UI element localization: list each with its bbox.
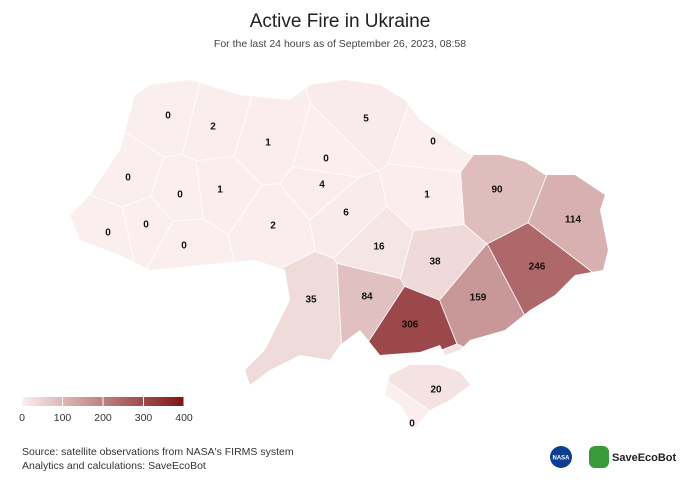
- title: Active Fire in Ukraine: [250, 11, 431, 32]
- saveecobot-text: SaveEcoBot: [612, 452, 677, 464]
- region: [175, 250, 344, 428]
- region-value: 2: [210, 122, 216, 133]
- region-value: 35: [305, 295, 317, 306]
- source-line: Source: satellite observations from NASA…: [22, 446, 294, 458]
- region-value: 6: [343, 208, 349, 219]
- nasa-logo: [550, 446, 572, 468]
- saveecobot-icon: [589, 446, 609, 468]
- region-value: 16: [373, 242, 385, 253]
- legend-label: 200: [94, 412, 112, 424]
- subtitle: For the last 24 hours as of September 26…: [214, 38, 466, 50]
- region-value: 84: [361, 292, 373, 303]
- legend-label: 400: [175, 412, 193, 424]
- legend-label: 100: [54, 412, 72, 424]
- nasa-text: NASA: [552, 456, 570, 462]
- region-value: 1: [217, 185, 223, 196]
- source-line: Analytics and calculations: SaveEcoBot: [22, 460, 206, 472]
- legend-label: 300: [135, 412, 153, 424]
- region-value: 4: [319, 180, 325, 191]
- region-value: 0: [177, 190, 183, 201]
- region-value: 114: [565, 215, 582, 226]
- regions: [70, 80, 608, 428]
- region-value: 0: [125, 173, 131, 184]
- legend: 0 100 200 300 400: [19, 397, 193, 424]
- region-value: 0: [430, 137, 436, 148]
- region-value: 0: [143, 220, 149, 231]
- region-value: 159: [470, 293, 487, 304]
- region-value: 1: [265, 138, 271, 149]
- region-value: 246: [529, 262, 546, 273]
- region-value: 306: [402, 320, 419, 331]
- region-value: 0: [323, 154, 329, 165]
- region-labels: 0 2 1 5 0 0 0 1 0 4 1 90 114 0 0 0 2 6 16 38 246 35 84 159 306 20…: [105, 111, 581, 430]
- region-value: 90: [491, 185, 503, 196]
- region-value: 5: [363, 114, 369, 125]
- region-value: 2: [270, 221, 276, 232]
- region-value: 0: [165, 111, 171, 122]
- region-value: 0: [409, 419, 415, 430]
- region-value: 0: [181, 241, 187, 252]
- legend-label: 0: [19, 412, 25, 424]
- region-value: 20: [430, 385, 442, 396]
- region-value: 0: [105, 228, 111, 239]
- region: [486, 222, 608, 428]
- region-value: 1: [424, 190, 430, 201]
- region-value: 38: [429, 257, 441, 268]
- region: [387, 80, 546, 173]
